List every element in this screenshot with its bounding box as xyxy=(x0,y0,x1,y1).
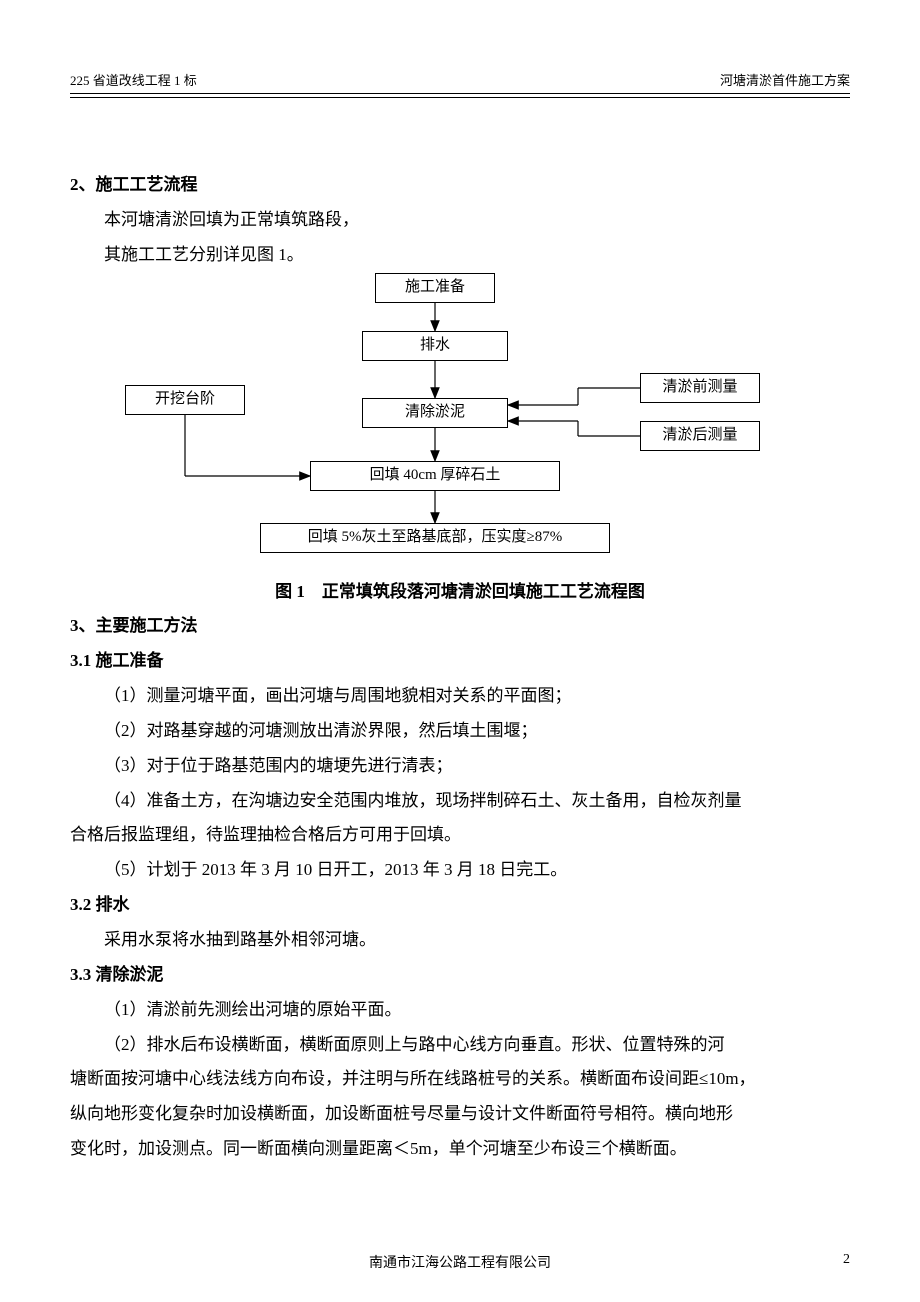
flow-node-nR1: 清淤前测量 xyxy=(640,373,760,403)
s2-para-2: 其施工工艺分别详见图 1。 xyxy=(70,238,850,273)
body-content: 2、施工工艺流程 本河塘清淤回填为正常填筑路段， 其施工工艺分别详见图 1。 施… xyxy=(70,168,850,1167)
header-right: 河塘清淤首件施工方案 xyxy=(720,70,850,89)
flow-node-nL: 开挖台阶 xyxy=(125,385,245,415)
section-3-3-title: 3.3 清除淤泥 xyxy=(70,958,850,993)
s3-1-item-3: （3）对于位于路基范围内的塘埂先进行清表； xyxy=(70,749,850,784)
s3-1-item-2: （2）对路基穿越的河塘测放出清淤界限，然后填土围堰； xyxy=(70,714,850,749)
figure-1-caption: 图 1 正常填筑段落河塘清淤回填施工工艺流程图 xyxy=(70,575,850,610)
s3-1-item-4a: （4）准备土方，在沟塘边安全范围内堆放，现场拌制碎石土、灰土备用，自检灰剂量 xyxy=(70,784,850,819)
flow-node-n3: 清除淤泥 xyxy=(362,398,508,428)
s3-3-item-2a: （2）排水后布设横断面，横断面原则上与路中心线方向垂直。形状、位置特殊的河 xyxy=(70,1028,850,1063)
footer-company: 南通市江海公路工程有限公司 xyxy=(369,1252,551,1272)
header-left: 225 省道改线工程 1 标 xyxy=(70,70,197,89)
s2-para-1: 本河塘清淤回填为正常填筑路段， xyxy=(70,203,850,238)
header-rule-thin xyxy=(70,97,850,98)
s3-1-item-1: （1）测量河塘平面，画出河塘与周围地貌相对关系的平面图； xyxy=(70,679,850,714)
flow-node-n2: 排水 xyxy=(362,331,508,361)
s3-3-item-1: （1）清淤前先测绘出河塘的原始平面。 xyxy=(70,993,850,1028)
section-2-title: 2、施工工艺流程 xyxy=(70,168,850,203)
flow-node-nR2: 清淤后测量 xyxy=(640,421,760,451)
page-header: 225 省道改线工程 1 标 河塘清淤首件施工方案 xyxy=(70,70,850,93)
s3-3-item-2c: 纵向地形变化复杂时加设横断面，加设断面桩号尽量与设计文件断面符号相符。横向地形 xyxy=(70,1097,850,1132)
flow-node-n5: 回填 5%灰土至路基底部，压实度≥87% xyxy=(260,523,610,553)
flow-node-n4: 回填 40cm 厚碎石土 xyxy=(310,461,560,491)
s3-3-item-2d: 变化时，加设测点。同一断面横向测量距离＜5m，单个河塘至少布设三个横断面。 xyxy=(70,1132,850,1167)
s3-3-item-2b: 塘断面按河塘中心线法线方向布设，并注明与所在线路桩号的关系。横断面布设间距≤10… xyxy=(70,1062,850,1097)
flow-node-n1: 施工准备 xyxy=(375,273,495,303)
s3-2-para-1: 采用水泵将水抽到路基外相邻河塘。 xyxy=(70,923,850,958)
flowchart: 施工准备排水清除淤泥回填 40cm 厚碎石土回填 5%灰土至路基底部，压实度≥8… xyxy=(70,273,850,573)
section-3-1-title: 3.1 施工准备 xyxy=(70,644,850,679)
page: 225 省道改线工程 1 标 河塘清淤首件施工方案 2、施工工艺流程 本河塘清淤… xyxy=(0,0,920,1302)
footer-page-number: 2 xyxy=(843,1252,850,1268)
section-3-2-title: 3.2 排水 xyxy=(70,888,850,923)
section-3-title: 3、主要施工方法 xyxy=(70,609,850,644)
header-rule-thick xyxy=(70,93,850,94)
s3-1-item-4b: 合格后报监理组，待监理抽检合格后方可用于回填。 xyxy=(70,818,850,853)
s3-1-item-5: （5）计划于 2013 年 3 月 10 日开工，2013 年 3 月 18 日… xyxy=(70,853,850,888)
